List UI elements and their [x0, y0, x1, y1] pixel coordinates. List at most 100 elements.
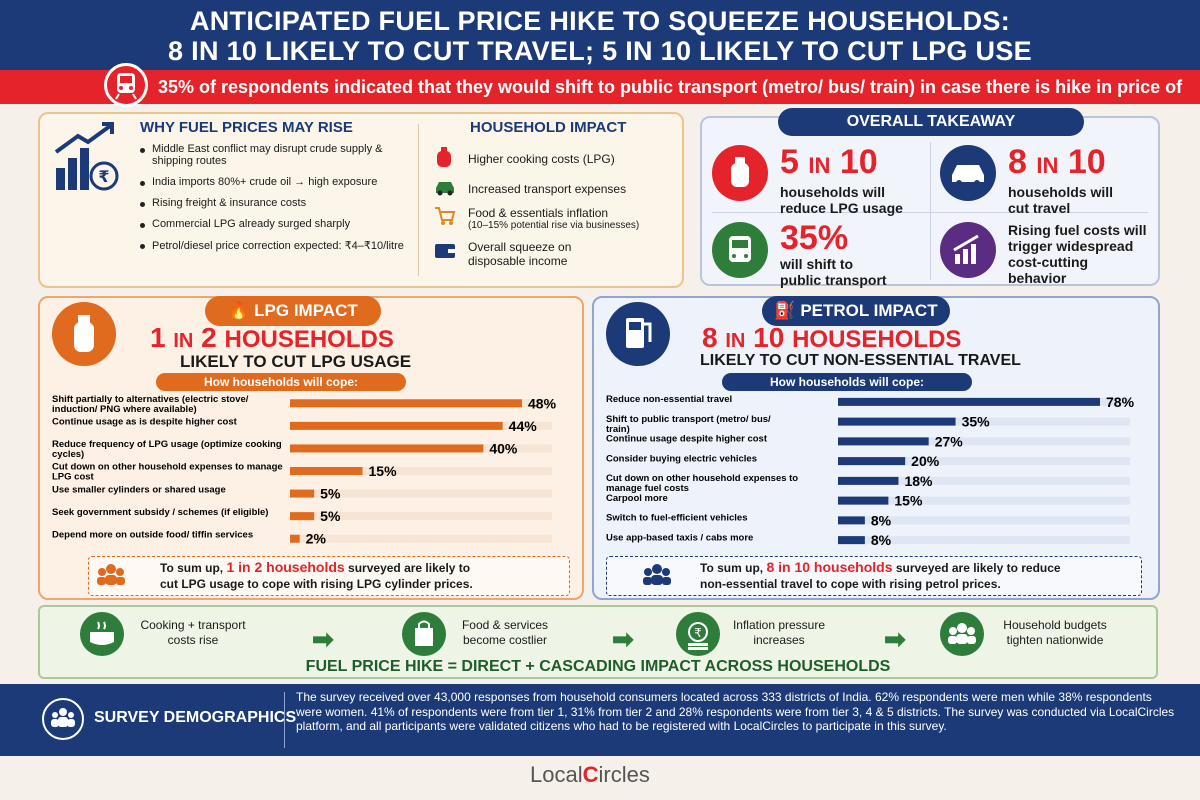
bar: [290, 512, 315, 521]
bar-category-label: Switch to fuel-efficient vehicles: [606, 513, 747, 524]
impact-item-squeeze: Overall squeeze on disposable income: [434, 240, 571, 268]
takeaway-d-text-4: behavior: [1008, 270, 1067, 286]
bar-track: [838, 516, 1130, 525]
flow-conclusion: FUEL PRICE HIKE = DIRECT + CASCADING IMP…: [305, 658, 891, 675]
petrol-subtitle: LIKELY TO CUT NON-ESSENTIAL TRAVEL: [700, 352, 1021, 369]
bar: [290, 489, 315, 498]
group-icon: [42, 698, 84, 740]
takeaway-d-text-2: trigger widespread: [1008, 238, 1134, 254]
car-icon: [940, 145, 996, 201]
bar: [838, 437, 929, 446]
impact-item-transport: Increased transport expenses: [434, 178, 626, 199]
bar-category-label: Reduce non-essential travel: [606, 394, 732, 405]
impact-text: disposable income: [468, 254, 568, 268]
lpg-sum-box: [88, 556, 570, 596]
lpg-sum-text: To sum up, 1 in 2 households surveyed ar…: [160, 559, 473, 592]
lpg-head-in: IN: [173, 330, 194, 352]
bar: [838, 516, 865, 525]
bar-category-label: Consider buying electric vehicles: [606, 453, 757, 464]
bar: [838, 476, 899, 485]
flow-step-4: Household budgets tighten nationwide: [1003, 618, 1107, 647]
cart-icon: [434, 206, 456, 229]
bar-value-label: 8%: [871, 532, 892, 548]
petrol-sum-highlight: 8 in 10 households: [766, 559, 893, 575]
takeaway-a-num: 5: [780, 143, 799, 181]
bar-value-label: 15%: [894, 493, 923, 509]
bar-category-label: Depend more on outside food/ tiffin serv…: [52, 529, 253, 540]
lpg-sum-3: cut LPG usage to cope with rising LPG cy…: [160, 577, 473, 591]
people-icon: [940, 612, 984, 656]
bar-category-label: Reduce frequency of LPG usage (optimize …: [52, 439, 282, 460]
petrol-sum-box: [606, 556, 1142, 596]
lpg-head-num: 1: [150, 322, 166, 353]
takeaway-b-num: 8: [1008, 143, 1027, 181]
bar-value-label: 20%: [911, 453, 940, 469]
why-item: Commercial LPG already surged sharply: [140, 218, 405, 230]
takeaway-d: Rising fuel costs will trigger widesprea…: [1008, 222, 1146, 286]
takeaway-b: 8 IN 10 households will cut travel: [1008, 144, 1113, 216]
svg-text:₹: ₹: [98, 167, 109, 186]
divider: [418, 124, 419, 276]
lpg-bar-chart: Shift partially to alternatives (electri…: [52, 394, 557, 547]
why-title: WHY FUEL PRICES MAY RISE: [140, 119, 353, 136]
bar-value-label: 44%: [509, 418, 538, 434]
bar-category-label: Continue usage as is despite higher cost: [52, 417, 238, 428]
bar-category-label: Shift partially to alternatives (electri…: [52, 394, 249, 415]
petrol-panel: [592, 296, 1160, 600]
petrol-pill: ⛽ PETROL IMPACT: [762, 296, 950, 326]
bar: [290, 467, 363, 475]
fuel-pump-icon: ⛽: [774, 301, 796, 320]
bar: [838, 496, 889, 505]
bar: [838, 397, 1100, 406]
fuel-pump-icon: [606, 302, 670, 366]
impact-subtext: (10–15% potential rise via businesses): [468, 220, 640, 231]
gas-cylinder-icon: [434, 146, 456, 171]
bar-track: [290, 467, 552, 475]
impact-text: Higher cooking costs (LPG): [468, 151, 615, 166]
title-line-2: 8 IN 10 LIKELY TO CUT TRAVEL; 5 IN 10 LI…: [168, 36, 1032, 66]
lpg-sum-2: surveyed are likely to: [348, 561, 471, 575]
footer: [0, 684, 1200, 756]
takeaway-a-den: 10: [839, 143, 878, 181]
title-line-1: ANTICIPATED FUEL PRICE HIKE TO SQUEEZE H…: [189, 6, 1011, 36]
takeaway-a-in: IN: [808, 153, 831, 178]
bar-value-label: 2%: [306, 531, 327, 547]
impact-text: Food & essentials inflation: [468, 206, 609, 220]
bar-track: [838, 496, 1130, 505]
bar: [290, 444, 484, 453]
footer-divider: [284, 692, 285, 748]
train-icon: [104, 63, 148, 107]
gas-cylinder-icon: [52, 302, 116, 366]
takeaway-v-divider: [930, 142, 931, 280]
bar-category-label: Continue usage despite higher cost: [606, 434, 768, 445]
why-item: Rising freight & insurance costs: [140, 197, 405, 209]
bar-track: [838, 437, 1130, 446]
cooking-pot-icon: [80, 612, 124, 656]
takeaway-pill: OVERALL TAKEAWAY: [778, 108, 1084, 136]
takeaway-d-text-1: Rising fuel costs will: [1008, 222, 1147, 238]
bar-category-label: Carpool more: [606, 493, 668, 504]
bus-icon: [712, 222, 768, 278]
footer-text: The survey received over 43,000 response…: [296, 690, 1175, 733]
bar: [290, 399, 522, 408]
growth-chart-icon: ₹: [52, 122, 122, 199]
petrol-bar-chart: Reduce non-essential travel 78% Shift to p…: [606, 394, 1135, 548]
lpg-pill-label: LPG IMPACT: [254, 301, 358, 320]
arrow-right-icon: ➡: [884, 624, 906, 654]
takeaway-c-num: 35%: [780, 219, 849, 257]
bar-value-label: 15%: [369, 463, 398, 479]
wallet-icon: [434, 240, 456, 263]
bar-track: [838, 476, 1130, 485]
bar-value-label: 40%: [489, 440, 518, 456]
petrol-head-num: 8: [702, 322, 718, 353]
bar-category-label: Cut down on other household expenses to m…: [606, 473, 798, 494]
arrow-right-icon: ➡: [612, 624, 634, 654]
impact-item-food: Food & essentials inflation (10–15% poten…: [434, 206, 639, 231]
bar: [290, 534, 300, 543]
bar-value-label: 5%: [320, 508, 341, 524]
lpg-sum-highlight: 1 in 2 households: [226, 559, 345, 575]
petrol-sum-text: To sum up, 8 in 10 households surveyed a…: [700, 559, 1061, 592]
takeaway-a: 5 IN 10 households will reduce LPG usage: [780, 144, 903, 216]
why-item: Petrol/diesel price correction expected:…: [140, 239, 405, 252]
logo-right: ircles: [598, 762, 650, 787]
